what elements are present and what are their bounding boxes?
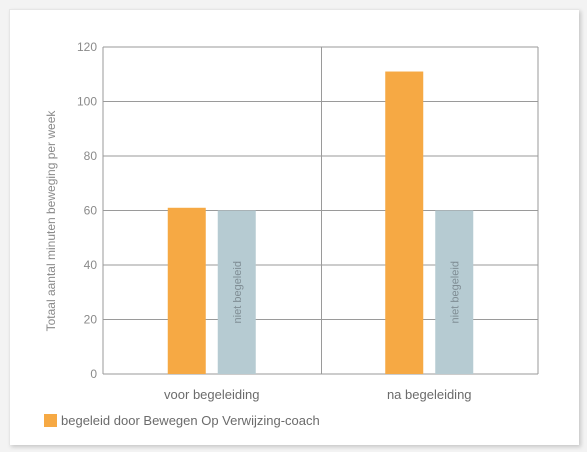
- y-tick-label-100: 100: [77, 95, 97, 109]
- y-tick-label-60: 60: [84, 204, 98, 218]
- bar-label-cat1: niet begeleid: [232, 261, 244, 323]
- y-tick-label-120: 120: [77, 40, 97, 54]
- x-tick-label-1: voor begeleiding: [164, 387, 259, 402]
- bar-series1-cat1: [167, 207, 206, 374]
- y-tick-label-0: 0: [90, 367, 97, 381]
- bar-series2-cat2: [435, 210, 474, 374]
- chart-card: [9, 9, 579, 445]
- bar-label-cat2: niet begeleid: [449, 261, 461, 323]
- bar-series1-cat2: [385, 71, 424, 375]
- legend-label-begeleid: begeleid door Bewegen Op Verwijzing-coac…: [61, 413, 320, 428]
- bar-series2-cat1: [217, 210, 256, 374]
- y-axis-label: Totaal aantal minuten beweging per week: [44, 110, 58, 332]
- axes-layer: [102, 47, 539, 374]
- x-tick-label-2: na begeleiding: [387, 387, 472, 402]
- y-tick-label-80: 80: [84, 149, 98, 163]
- legend-swatch-begeleid: [44, 414, 57, 427]
- bars-layer: [167, 71, 474, 375]
- y-tick-label-40: 40: [84, 258, 98, 272]
- labels-layer: 0 20 40 60 80 100 120 niet begeleid voor begelei…: [77, 40, 472, 402]
- y-tick-label-20: 20: [84, 313, 98, 327]
